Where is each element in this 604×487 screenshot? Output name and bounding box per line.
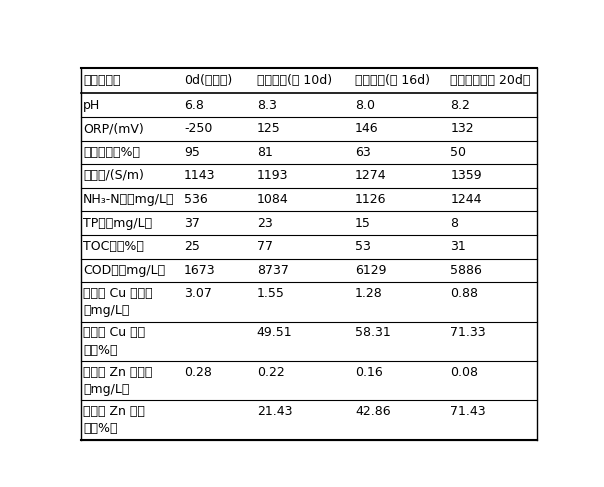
Text: 125: 125 [257,122,280,135]
Text: 6.8: 6.8 [184,99,204,112]
Text: 132: 132 [451,122,474,135]
Text: 0.16: 0.16 [355,366,383,378]
Text: （mg/L）: （mg/L） [83,383,129,396]
Text: 8737: 8737 [257,264,289,277]
Text: （mg/L）: （mg/L） [83,304,129,317]
Text: 146: 146 [355,122,379,135]
Text: 42.86: 42.86 [355,405,391,418]
Text: 1084: 1084 [257,193,288,206]
Text: 71.43: 71.43 [451,405,486,418]
Text: 23: 23 [257,217,272,230]
Text: 0.28: 0.28 [184,366,212,378]
Text: 37: 37 [184,217,200,230]
Text: 536: 536 [184,193,208,206]
Text: 1359: 1359 [451,169,482,183]
Text: 81: 81 [257,146,272,159]
Text: 15: 15 [355,217,371,230]
Text: 8.0: 8.0 [355,99,375,112]
Text: 高温阶段(第 10d): 高温阶段(第 10d) [257,74,332,87]
Text: 77: 77 [257,241,272,253]
Text: 8: 8 [451,217,458,230]
Text: 1274: 1274 [355,169,387,183]
Text: 95: 95 [184,146,200,159]
Text: 1.28: 1.28 [355,287,383,300]
Text: 重金属 Zn 浓度／: 重金属 Zn 浓度／ [83,366,152,378]
Text: -250: -250 [184,122,213,135]
Text: pH: pH [83,99,100,112]
Text: 3.07: 3.07 [184,287,212,300]
Text: ORP/(mV): ORP/(mV) [83,122,144,135]
Text: 6129: 6129 [355,264,387,277]
Text: 降温阶段(第 16d): 降温阶段(第 16d) [355,74,430,87]
Text: 1244: 1244 [451,193,482,206]
Text: 53: 53 [355,241,371,253]
Text: 63: 63 [355,146,371,159]
Text: 率（%）: 率（%） [83,422,118,435]
Text: TOC／（%）: TOC／（%） [83,241,144,253]
Text: 0d(启动时): 0d(启动时) [184,74,233,87]
Text: 0.08: 0.08 [451,366,478,378]
Text: 71.33: 71.33 [451,326,486,339]
Text: 8.2: 8.2 [451,99,471,112]
Text: 1193: 1193 [257,169,288,183]
Text: 1143: 1143 [184,169,216,183]
Text: 重金属 Zn 去除: 重金属 Zn 去除 [83,405,145,418]
Text: 49.51: 49.51 [257,326,292,339]
Text: 5886: 5886 [451,264,483,277]
Text: 21.43: 21.43 [257,405,292,418]
Text: TP／（mg/L）: TP／（mg/L） [83,217,152,230]
Text: 1126: 1126 [355,193,387,206]
Text: 发酵液指标: 发酵液指标 [83,74,120,87]
Text: 50: 50 [451,146,466,159]
Text: 1.55: 1.55 [257,287,284,300]
Text: 重金属 Cu 浓度／: 重金属 Cu 浓度／ [83,287,153,300]
Text: 腐熟阶段（第 20d）: 腐熟阶段（第 20d） [451,74,531,87]
Text: 1673: 1673 [184,264,216,277]
Text: 电导率/(S/m): 电导率/(S/m) [83,169,144,183]
Text: 58.31: 58.31 [355,326,391,339]
Text: 0.22: 0.22 [257,366,284,378]
Text: 含水率／（%）: 含水率／（%） [83,146,140,159]
Text: 25: 25 [184,241,200,253]
Text: NH₃-N／（mg/L）: NH₃-N／（mg/L） [83,193,175,206]
Text: 0.88: 0.88 [451,287,478,300]
Text: 率（%）: 率（%） [83,343,118,356]
Text: COD／（mg/L）: COD／（mg/L） [83,264,165,277]
Text: 31: 31 [451,241,466,253]
Text: 重金属 Cu 去除: 重金属 Cu 去除 [83,326,145,339]
Text: 8.3: 8.3 [257,99,277,112]
